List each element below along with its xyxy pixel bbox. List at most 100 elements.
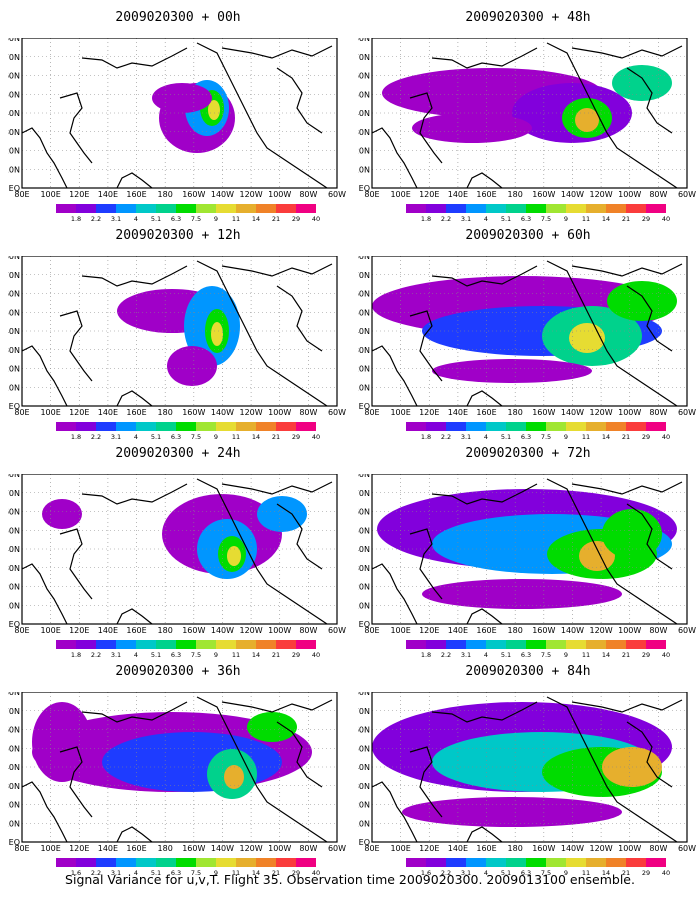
colorbar-label: 4 (484, 869, 488, 877)
colorbar-swatch (236, 422, 256, 431)
colorbar-swatch (466, 640, 486, 649)
lat-tick-label: 70N (8, 707, 20, 716)
colorbar-label: 5.1 (151, 215, 161, 223)
lon-tick-label: 120E (419, 844, 439, 853)
colorbar-label: 11 (232, 433, 240, 441)
colorbar-swatch (256, 858, 276, 867)
lat-tick-label: 60N (358, 508, 370, 517)
panel-title: 2009020300 + 48h (465, 10, 591, 25)
colorbar-label: 1.8 (71, 215, 81, 223)
lat-tick-label: 80N (8, 692, 20, 697)
colorbar-label: 3.1 (111, 869, 121, 877)
lon-tick-label: 160E (126, 408, 146, 417)
colorbar-swatch (586, 858, 606, 867)
colorbar-label: 14 (252, 215, 260, 223)
colorbar-swatch (76, 858, 96, 867)
lon-tick-label: 80W (649, 190, 667, 199)
lon-tick-label: 80W (649, 408, 667, 417)
lon-tick-label: 100W (618, 190, 641, 199)
lat-tick-label: EQ (9, 184, 20, 193)
coastline (466, 826, 503, 842)
colorbar-swatch (156, 204, 176, 213)
colorbar-label: 29 (642, 869, 650, 877)
lat-tick-label: 70N (358, 271, 370, 280)
coastline (626, 721, 673, 788)
variance-contour (32, 702, 92, 782)
colorbar-label: 5.1 (501, 651, 511, 659)
colorbar-label: 14 (602, 869, 610, 877)
lon-tick-label: 120W (239, 408, 262, 417)
lon-tick-label: 140E (98, 626, 118, 635)
lon-tick-label: 120W (589, 626, 612, 635)
lat-tick-label: 10N (358, 601, 370, 610)
map-frame (371, 38, 688, 189)
colorbar-label: 9 (214, 433, 218, 441)
colorbar-swatch (296, 858, 316, 867)
lon-tick-label: 140E (98, 408, 118, 417)
lon-tick-label: 100E (40, 190, 60, 199)
lon-tick-label: 120W (239, 626, 262, 635)
lon-tick-label: 180 (158, 408, 173, 417)
colorbar-label: 21 (622, 651, 630, 659)
variance-map: EQ 10N 20N 30N 40N 50N 60N 70N 80N 80E 100E 120E 140… (358, 38, 696, 223)
lat-tick-label: 10N (358, 165, 370, 174)
lat-tick-label: 40N (358, 327, 370, 336)
coastline (409, 310, 443, 382)
lon-tick-label: 180 (158, 190, 173, 199)
colorbar-swatch (256, 204, 276, 213)
coastline (221, 263, 333, 277)
colorbar-swatch (526, 204, 546, 213)
colorbar-label: 5.1 (151, 651, 161, 659)
colorbar-swatch (606, 204, 626, 213)
lon-tick-label: 80W (299, 408, 317, 417)
colorbar-swatch (56, 422, 76, 431)
colorbar-swatch (76, 204, 96, 213)
colorbar-label: 29 (642, 433, 650, 441)
colorbar-swatch (196, 422, 216, 431)
lon-tick-label: 60W (678, 626, 696, 635)
colorbar-label: 21 (622, 433, 630, 441)
colorbar-label: 21 (622, 869, 630, 877)
lon-tick-label: 120W (589, 408, 612, 417)
map-frame (21, 474, 338, 625)
variance-map: EQ 10N 20N 30N 40N 50N 60N 70N 80N 80E 100E 120E 140… (8, 474, 346, 659)
panel-title: 2009020300 + 36h (115, 664, 241, 679)
variance-contour (602, 509, 662, 559)
colorbar-label: 9 (214, 869, 218, 877)
lon-tick-label: 100E (390, 190, 410, 199)
lon-tick-label: 160W (532, 408, 555, 417)
lat-tick-label: EQ (9, 838, 20, 847)
colorbar-label: 40 (662, 433, 670, 441)
colorbar-swatch (506, 640, 526, 649)
lon-tick-label: 120E (69, 626, 89, 635)
coastline (221, 481, 333, 495)
lat-tick-label: EQ (359, 184, 370, 193)
lon-tick-label: 160W (532, 844, 555, 853)
lat-tick-label: 70N (8, 271, 20, 280)
lon-tick-label: 160W (182, 408, 205, 417)
colorbar-swatch (196, 204, 216, 213)
lat-tick-label: 70N (358, 53, 370, 62)
colorbar-swatch (486, 422, 506, 431)
colorbar-swatch (566, 204, 586, 213)
colorbar-label: 6.3 (171, 651, 181, 659)
panel-title: 2009020300 + 12h (115, 228, 241, 243)
lon-tick-label: 100E (390, 844, 410, 853)
coastline (372, 563, 418, 624)
lon-tick-label: 160E (476, 408, 496, 417)
colorbar-label: 6.3 (171, 215, 181, 223)
variance-contour (579, 541, 615, 571)
coastline (116, 390, 153, 406)
colorbar-swatch (136, 858, 156, 867)
colorbar-swatch (176, 204, 196, 213)
colorbar-label: 11 (232, 869, 240, 877)
coastline (22, 127, 68, 188)
colorbar-label: 5.1 (501, 215, 511, 223)
coastline (409, 528, 443, 600)
lat-tick-label: 60N (8, 290, 20, 299)
colorbar-label: 11 (582, 869, 590, 877)
colorbar-swatch (96, 422, 116, 431)
colorbar-swatch (76, 422, 96, 431)
colorbar-swatch (136, 640, 156, 649)
lat-tick-label: 80N (358, 256, 370, 261)
